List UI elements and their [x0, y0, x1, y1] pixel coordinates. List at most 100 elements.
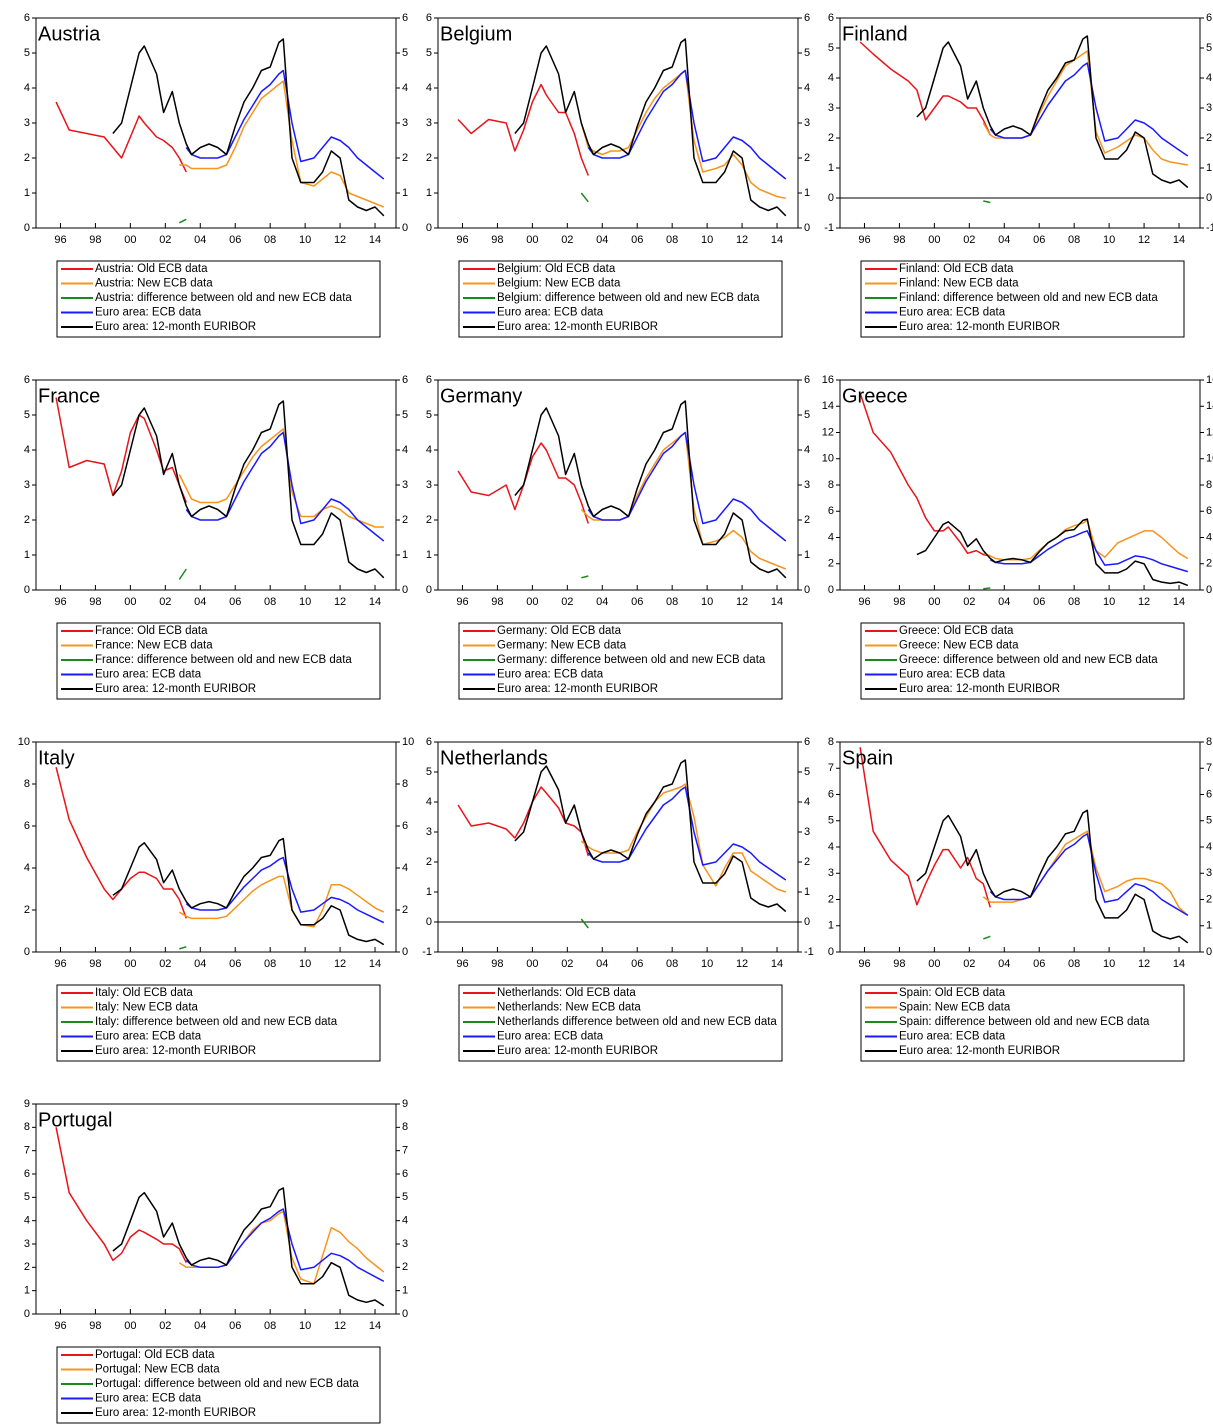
- y-tick-label: 5: [828, 815, 834, 827]
- y2-tick-label: 0: [804, 916, 810, 928]
- y-tick-label: 2: [828, 558, 834, 570]
- y2-tick-label: 2: [402, 1261, 408, 1273]
- y-tick-label: 0: [426, 584, 432, 596]
- y-tick-label: 1: [24, 549, 30, 561]
- panel-title: Netherlands: [440, 747, 548, 769]
- x-tick-label: 10: [299, 234, 311, 246]
- chart-panel: -1 -10 01 12 23 34 45 56 696 98 00 02 04 06 08 10 12 14Ne…: [422, 736, 814, 1062]
- y2-tick-label: 9: [402, 1098, 408, 1110]
- y2-tick-label: 6: [804, 374, 810, 386]
- series-line: [178, 218, 187, 224]
- y-tick-label: 14: [822, 400, 834, 412]
- legend-label: Euro area: 12-month EURIBOR: [95, 1045, 256, 1057]
- y2-tick-label: 5: [402, 409, 408, 421]
- y2-tick-label: 0: [402, 1308, 408, 1320]
- x-tick-label: 12: [1138, 234, 1150, 246]
- y2-tick-label: 3: [804, 826, 810, 838]
- legend-label: Finland: New ECB data: [899, 278, 1019, 290]
- y2-tick-label: 4: [402, 444, 408, 456]
- series-line: [587, 431, 787, 542]
- y-tick-label: 4: [24, 1215, 30, 1227]
- x-tick-label: 08: [264, 1320, 276, 1332]
- series-line: [859, 747, 992, 908]
- x-tick-label: 12: [1138, 596, 1150, 608]
- legend-box: [860, 260, 1185, 338]
- series-line: [916, 809, 1189, 944]
- x-tick-label: 06: [229, 234, 241, 246]
- y2-tick-label: 6: [1206, 505, 1212, 517]
- y2-tick-label: 0: [1206, 192, 1212, 204]
- y-tick-label: 2: [426, 152, 432, 164]
- series-line: [112, 837, 385, 946]
- y-tick-label: 5: [828, 42, 834, 54]
- legend-label: Euro area: 12-month EURIBOR: [899, 683, 1060, 695]
- y2-tick-label: 5: [804, 766, 810, 778]
- y2-tick-label: 0: [804, 584, 810, 596]
- y2-tick-label: 0: [1206, 946, 1212, 958]
- legend-label: Euro area: 12-month EURIBOR: [95, 321, 256, 333]
- y2-tick-label: 1: [402, 187, 408, 199]
- y-tick-label: 10: [18, 736, 30, 748]
- series-line: [514, 400, 787, 579]
- legend-box: [56, 1346, 381, 1424]
- x-tick-label: 12: [334, 596, 346, 608]
- x-tick-label: 14: [369, 234, 381, 246]
- series-line: [55, 767, 188, 919]
- y-tick-label: 0: [828, 584, 834, 596]
- y-tick-label: 0: [24, 946, 30, 958]
- x-tick-label: 98: [893, 234, 905, 246]
- legend-label: Belgium: New ECB data: [497, 278, 621, 290]
- legend-box: [860, 622, 1185, 700]
- y-tick-label: 0: [24, 222, 30, 234]
- y-tick-label: 1: [24, 187, 30, 199]
- legend-label: Germany: New ECB data: [497, 640, 627, 652]
- x-tick-label: 00: [526, 958, 538, 970]
- x-tick-label: 14: [771, 958, 783, 970]
- x-tick-label: 96: [54, 958, 66, 970]
- y-tick-label: 3: [24, 479, 30, 491]
- y2-tick-label: 5: [804, 409, 810, 421]
- y-tick-label: 6: [24, 374, 30, 386]
- y2-tick-label: 4: [402, 862, 408, 874]
- x-tick-label: 02: [561, 234, 573, 246]
- panel-title: Greece: [842, 385, 908, 407]
- y-tick-label: 5: [426, 409, 432, 421]
- legend-box: [860, 984, 1185, 1062]
- series-line: [514, 759, 787, 913]
- x-tick-label: 00: [124, 1320, 136, 1332]
- x-tick-label: 98: [893, 958, 905, 970]
- plot-frame: [437, 741, 799, 953]
- y-tick-label: 0: [426, 222, 432, 234]
- x-tick-label: 08: [1068, 596, 1080, 608]
- y-tick-label: 10: [822, 453, 834, 465]
- plot-frame: [839, 379, 1201, 591]
- y-tick-label: 1: [24, 1285, 30, 1297]
- y2-tick-label: 16: [1206, 374, 1213, 386]
- legend-label: France: difference between old and new E…: [95, 654, 352, 666]
- series-line: [580, 69, 786, 200]
- y2-tick-label: 0: [402, 584, 408, 596]
- series-line: [457, 442, 590, 524]
- x-tick-label: 08: [666, 234, 678, 246]
- x-tick-label: 06: [1033, 234, 1045, 246]
- x-tick-label: 08: [264, 958, 276, 970]
- x-tick-label: 04: [194, 958, 206, 970]
- legend-label: Euro area: 12-month EURIBOR: [497, 1045, 658, 1057]
- chart-panel: 0 01 12 23 34 45 56 696 98 00 02 04 06 08 10 12 14Austri…: [24, 12, 408, 338]
- y-tick-label: 3: [828, 867, 834, 879]
- y-tick-label: 5: [24, 409, 30, 421]
- chart-panel: 0 01 12 23 34 45 56 696 98 00 02 04 06 08 10 12 14Belgiu…: [426, 12, 810, 338]
- series-line: [178, 875, 385, 928]
- plot-frame: [839, 741, 1201, 953]
- chart-panel: 0 01 12 23 34 45 56 696 98 00 02 04 06 08 10 12 14France…: [24, 374, 408, 700]
- y2-tick-label: 6: [402, 1168, 408, 1180]
- x-tick-label: 12: [736, 234, 748, 246]
- x-tick-label: 02: [963, 234, 975, 246]
- x-tick-label: 96: [456, 958, 468, 970]
- y2-tick-label: 1: [804, 549, 810, 561]
- legend-label: Netherlands: Old ECB data: [497, 987, 636, 999]
- y-tick-label: 4: [828, 72, 834, 84]
- x-tick-label: 96: [858, 596, 870, 608]
- series-line: [989, 530, 1189, 573]
- y2-tick-label: 4: [402, 82, 408, 94]
